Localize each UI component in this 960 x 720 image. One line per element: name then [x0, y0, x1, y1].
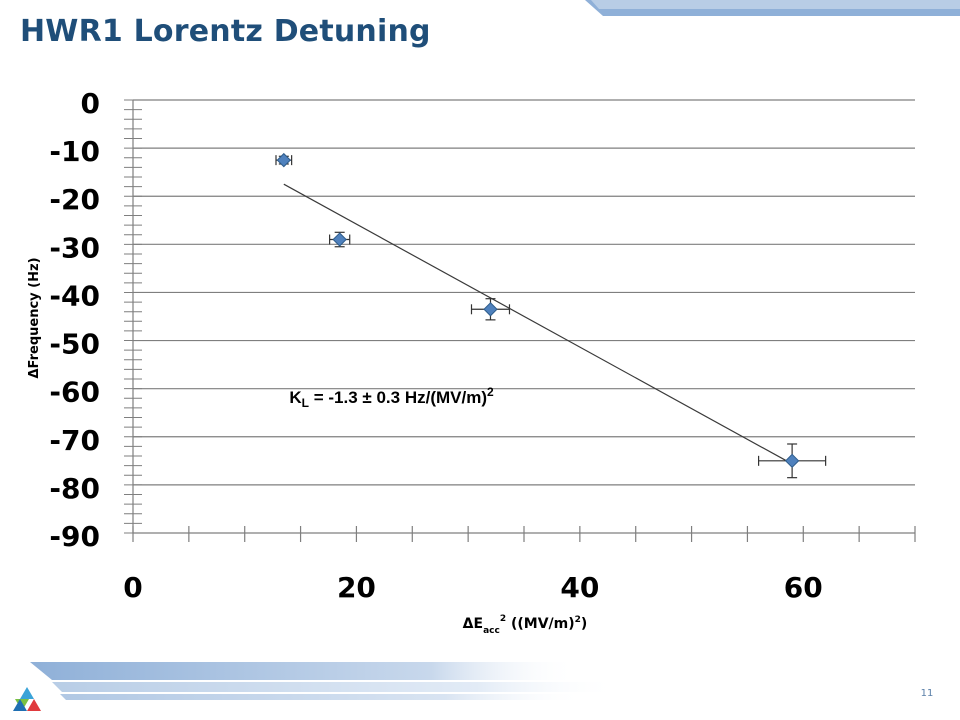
top-decorative-band [585, 0, 960, 16]
y-tick-label: -30 [49, 231, 100, 264]
y-tick-label: -90 [49, 520, 100, 553]
y-tick-label: -10 [49, 135, 100, 168]
y-tick-label: -60 [49, 376, 100, 409]
diamond-marker [483, 302, 498, 317]
x-tick-labels: 0 20 40 60 [123, 571, 823, 604]
x-tick-label: 20 [337, 571, 376, 604]
data-point [470, 298, 511, 321]
data-point [275, 152, 293, 168]
y-tick-labels: 0 -10 -20 -30 -40 -50 -60 -70 -80 -90 [49, 87, 100, 553]
data-points [275, 152, 827, 479]
axes [124, 99, 916, 542]
y-axis-title: ΔFrequency (Hz) [27, 257, 42, 378]
x-tick-label: 40 [560, 571, 599, 604]
linear-fit-line [283, 183, 787, 462]
fit-line-group [283, 183, 787, 462]
diamond-marker [276, 152, 292, 168]
y-tick-label: -20 [49, 183, 100, 216]
data-point [757, 443, 827, 479]
diamond-marker [332, 232, 347, 247]
gridlines [133, 99, 915, 534]
slide-title: HWR1 Lorentz Detuning [20, 14, 431, 49]
y-tick-label: -40 [49, 279, 100, 312]
kl-annotation: KL = -1.3 ± 0.3 Hz/(MV/m)2 [289, 385, 494, 410]
x-tick-label: 60 [784, 571, 823, 604]
y-tick-label: -80 [49, 472, 100, 505]
data-point [329, 231, 351, 248]
lorentz-detuning-chart: 0 -10 -20 -30 -40 -50 -60 -70 -80 -90 0 20 40 60 ΔFr… [27, 87, 916, 636]
x-axis-title: ΔEacc2 ((MV/m)2) [463, 614, 588, 636]
y-tick-label: -50 [49, 328, 100, 361]
y-tick-label: 0 [81, 87, 100, 120]
footer-decorative-band [30, 662, 760, 700]
y-tick-label: -70 [49, 424, 100, 457]
x-tick-label: 0 [123, 571, 142, 604]
argonne-logo-icon [13, 687, 41, 711]
page-number: 11 [920, 688, 934, 699]
diamond-marker [784, 453, 800, 469]
